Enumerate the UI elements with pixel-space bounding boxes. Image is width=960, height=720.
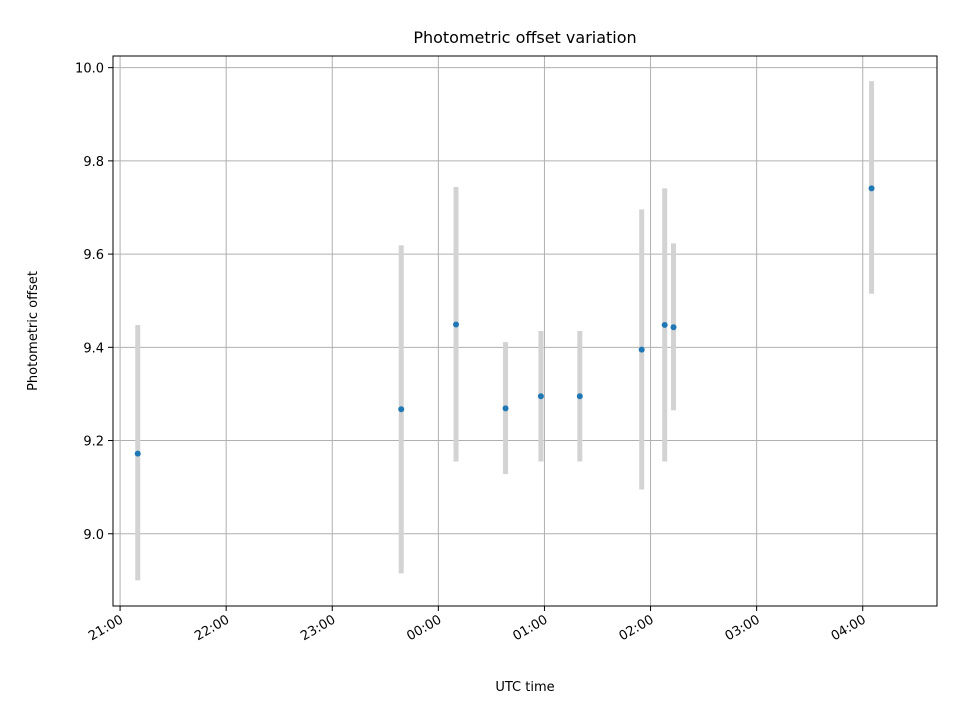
x-axis-label: UTC time: [495, 680, 554, 695]
error-bars: [135, 81, 875, 581]
data-points: [134, 185, 875, 457]
x-tick-label: 02:00: [617, 612, 657, 644]
y-tick-label: 9.2: [83, 435, 104, 450]
y-tick-label: 9.4: [83, 341, 104, 356]
data-point: [868, 185, 875, 192]
x-tick-label: 01:00: [511, 612, 551, 644]
y-tick-label: 10.0: [75, 62, 104, 77]
grid: [113, 56, 937, 606]
chart-title: Photometric offset variation: [413, 28, 636, 47]
data-point: [661, 321, 668, 328]
x-axis-ticks: 21:00 22:00 23:00 00:00 01:00 02:00 03:00 04:00: [86, 606, 869, 644]
data-point: [638, 346, 645, 353]
x-tick-label: 23:00: [298, 612, 338, 644]
y-axis-label: Photometric offset: [26, 271, 41, 391]
plot-frame: [112, 55, 938, 607]
data-point: [670, 324, 677, 331]
x-tick-label: 03:00: [723, 612, 763, 644]
data-point: [576, 393, 583, 400]
x-tick-label: 04:00: [829, 612, 869, 644]
y-tick-label: 9.6: [83, 248, 104, 263]
data-point: [537, 393, 544, 400]
data-point: [453, 321, 460, 328]
y-axis-ticks: 9.0 9.2 9.4 9.6 9.8 10.0: [75, 62, 113, 543]
data-point: [398, 406, 405, 413]
x-tick-label: 22:00: [192, 612, 232, 644]
data-point: [134, 450, 141, 457]
y-tick-label: 9.0: [83, 528, 104, 543]
x-tick-label: 00:00: [404, 612, 444, 644]
data-point: [502, 405, 509, 412]
x-tick-label: 21:00: [86, 612, 126, 644]
y-tick-label: 9.8: [83, 155, 104, 170]
